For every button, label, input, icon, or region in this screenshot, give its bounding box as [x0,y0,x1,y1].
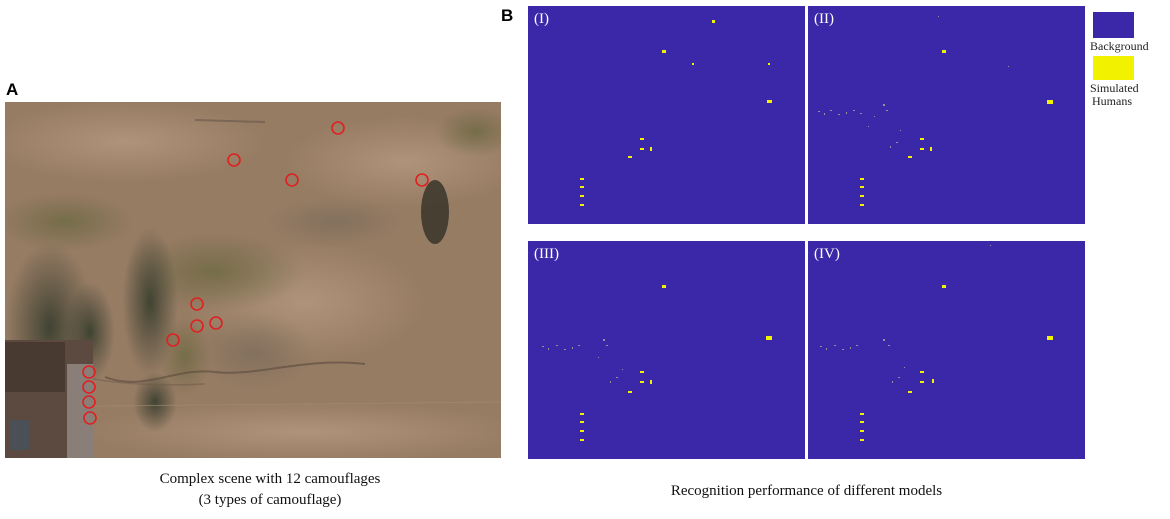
recognition-map-1: (I) [528,6,805,224]
camouflage-marker [227,153,241,167]
aerial-scene-drawing [5,102,501,458]
camouflage-marker [83,411,97,425]
camouflage-marker [285,173,299,187]
map-label: (I) [534,11,549,27]
camouflage-marker [415,173,429,187]
recognition-map-2: (II) [808,6,1085,224]
aerial-scene-image [5,102,501,458]
legend-background-swatch [1093,12,1134,38]
legend-background-label: Background [1090,39,1149,53]
panel-a-caption: Complex scene with 12 camouflages (3 typ… [5,469,535,511]
panel-a-letter: A [6,80,19,99]
camouflage-marker [190,319,204,333]
panel-b-caption: Recognition performance of different mod… [670,483,943,499]
map-label: (II) [814,11,834,27]
recognition-map-4: (IV) [808,241,1085,459]
camouflage-marker [190,297,204,311]
legend-humans-label-line1: Simulated [1090,81,1139,95]
panel-a-caption-line2: (3 types of camouflage) [198,492,342,508]
detection-marks [820,245,1053,441]
panel-b-letter: B [501,6,514,25]
detection-marks [580,20,772,206]
camouflage-marker [82,365,96,379]
camouflage-marker [331,121,345,135]
recognition-map-3: (III) [528,241,805,459]
legend-humans-label-line2: Humans [1092,94,1132,108]
map-label: (IV) [814,246,840,262]
map-label: (III) [534,246,559,262]
camouflage-marker [166,333,180,347]
camouflage-markers [82,121,429,425]
detection-marks [818,16,1053,206]
camouflage-marker [209,316,223,330]
detection-marks [542,285,772,441]
legend-humans-swatch [1093,56,1134,80]
panel-a-caption-line1: Complex scene with 12 camouflages [159,471,381,487]
camouflage-marker [82,380,96,394]
camouflage-marker [82,395,96,409]
legend-humans-label: Simulated Humans [1090,82,1139,108]
